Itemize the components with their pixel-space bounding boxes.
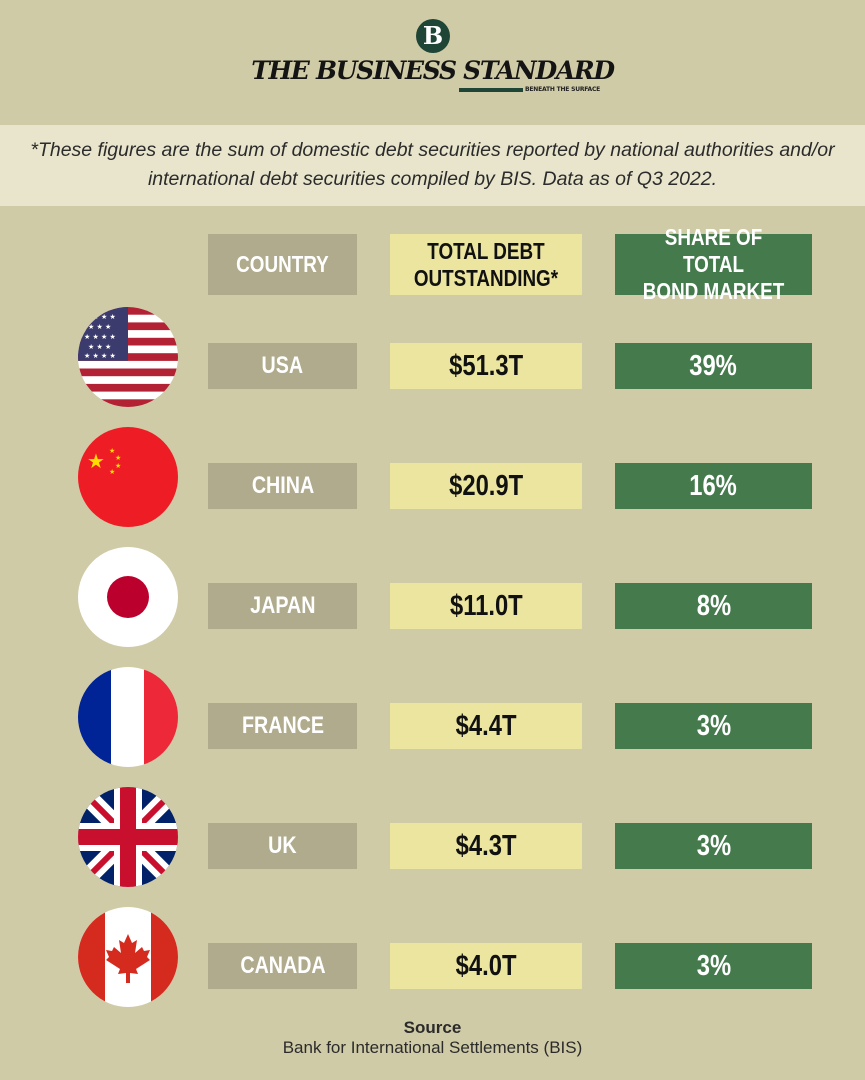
row-2-country: JAPAN — [208, 583, 357, 629]
brand-rule — [459, 88, 523, 92]
china-flag-icon: ★ ★ ★ ★ ★ — [78, 427, 178, 527]
brand-name: THE BUSINESS STANDARD — [251, 56, 615, 85]
row-2-share: 8% — [615, 583, 812, 629]
svg-text:★: ★ — [115, 454, 121, 462]
row-4-share-value: 3% — [696, 829, 731, 862]
canada-flag-icon — [78, 907, 178, 1007]
row-3-share: 3% — [615, 703, 812, 749]
row-0-country-label: USA — [261, 352, 304, 379]
row-2-debt-value: $11.0T — [449, 589, 523, 622]
row-4-country-label: UK — [268, 832, 297, 859]
svg-text:★ ★ ★: ★ ★ ★ — [88, 343, 111, 351]
row-4-debt-value: $4.3T — [455, 829, 517, 862]
row-0-share-value: 39% — [689, 349, 738, 382]
logo-icon: B — [416, 19, 450, 53]
usa-flag-icon: ★ ★ ★ ★★ ★ ★ ★ ★ ★ ★★ ★ ★ ★ ★ ★ ★ — [78, 307, 178, 407]
row-1-country: CHINA — [208, 463, 357, 509]
header-debt-line1: TOTAL DEBT — [427, 237, 545, 264]
row-1-country-label: CHINA — [251, 472, 314, 499]
header-country-label: COUNTRY — [236, 251, 329, 277]
header-share: SHARE OF TOTAL BOND MARKET — [615, 224, 812, 304]
svg-text:★ ★ ★ ★: ★ ★ ★ ★ — [84, 313, 116, 321]
row-1-share-value: 16% — [689, 469, 738, 502]
source-text: Bank for International Settlements (BIS) — [282, 1038, 583, 1057]
header-share-label: SHARE OF TOTAL BOND MARKET — [633, 224, 795, 305]
header-debt-label: TOTAL DEBT OUTSTANDING* — [414, 238, 558, 292]
header: B THE BUSINESS STANDARD BENEATH THE SURF… — [0, 0, 865, 120]
row-3-debt: $4.4T — [390, 703, 582, 749]
row-3-country: FRANCE — [208, 703, 357, 749]
svg-text:★ ★ ★ ★: ★ ★ ★ ★ — [84, 352, 116, 360]
row-1-debt-value: $20.9T — [448, 469, 524, 502]
row-3-share-value: 3% — [696, 709, 731, 742]
source-note: Source Bank for International Settlement… — [0, 1018, 865, 1058]
svg-text:★ ★ ★ ★: ★ ★ ★ ★ — [84, 333, 116, 341]
row-2-share-value: 8% — [696, 589, 731, 622]
header-share-line1: SHARE OF TOTAL — [664, 224, 763, 277]
row-5-country: CANADA — [208, 943, 357, 989]
brand-tagline: BENEATH THE SURFACE — [525, 86, 601, 93]
row-5-debt-value: $4.0T — [455, 949, 517, 982]
source-title: Source — [403, 1018, 462, 1037]
japan-flag-icon — [78, 547, 178, 647]
row-0-debt-value: $51.3T — [448, 349, 524, 382]
row-5-country-label: CANADA — [239, 952, 326, 979]
row-2-debt: $11.0T — [390, 583, 582, 629]
svg-text:★: ★ — [109, 468, 115, 476]
row-1-debt: $20.9T — [390, 463, 582, 509]
france-flag-icon — [78, 667, 178, 767]
row-0-country: USA — [208, 343, 357, 389]
row-5-debt: $4.0T — [390, 943, 582, 989]
row-0-share: 39% — [615, 343, 812, 389]
row-5-share: 3% — [615, 943, 812, 989]
svg-text:★: ★ — [115, 462, 121, 470]
uk-flag-icon — [78, 787, 178, 887]
row-3-debt-value: $4.4T — [455, 709, 517, 742]
header-country: COUNTRY — [208, 234, 357, 295]
row-4-share: 3% — [615, 823, 812, 869]
row-4-debt: $4.3T — [390, 823, 582, 869]
svg-text:★ ★ ★: ★ ★ ★ — [88, 323, 111, 331]
header-debt: TOTAL DEBT OUTSTANDING* — [390, 234, 582, 295]
footnote-banner: *These figures are the sum of domestic d… — [0, 125, 865, 206]
row-2-country-label: JAPAN — [249, 592, 316, 619]
row-5-share-value: 3% — [696, 949, 731, 982]
svg-text:★: ★ — [87, 449, 105, 473]
header-debt-line2: OUTSTANDING* — [413, 264, 559, 291]
svg-text:★: ★ — [109, 447, 115, 455]
row-1-share: 16% — [615, 463, 812, 509]
row-0-debt: $51.3T — [390, 343, 582, 389]
header-share-line2: BOND MARKET — [642, 278, 785, 304]
row-4-country: UK — [208, 823, 357, 869]
row-3-country-label: FRANCE — [241, 712, 324, 739]
